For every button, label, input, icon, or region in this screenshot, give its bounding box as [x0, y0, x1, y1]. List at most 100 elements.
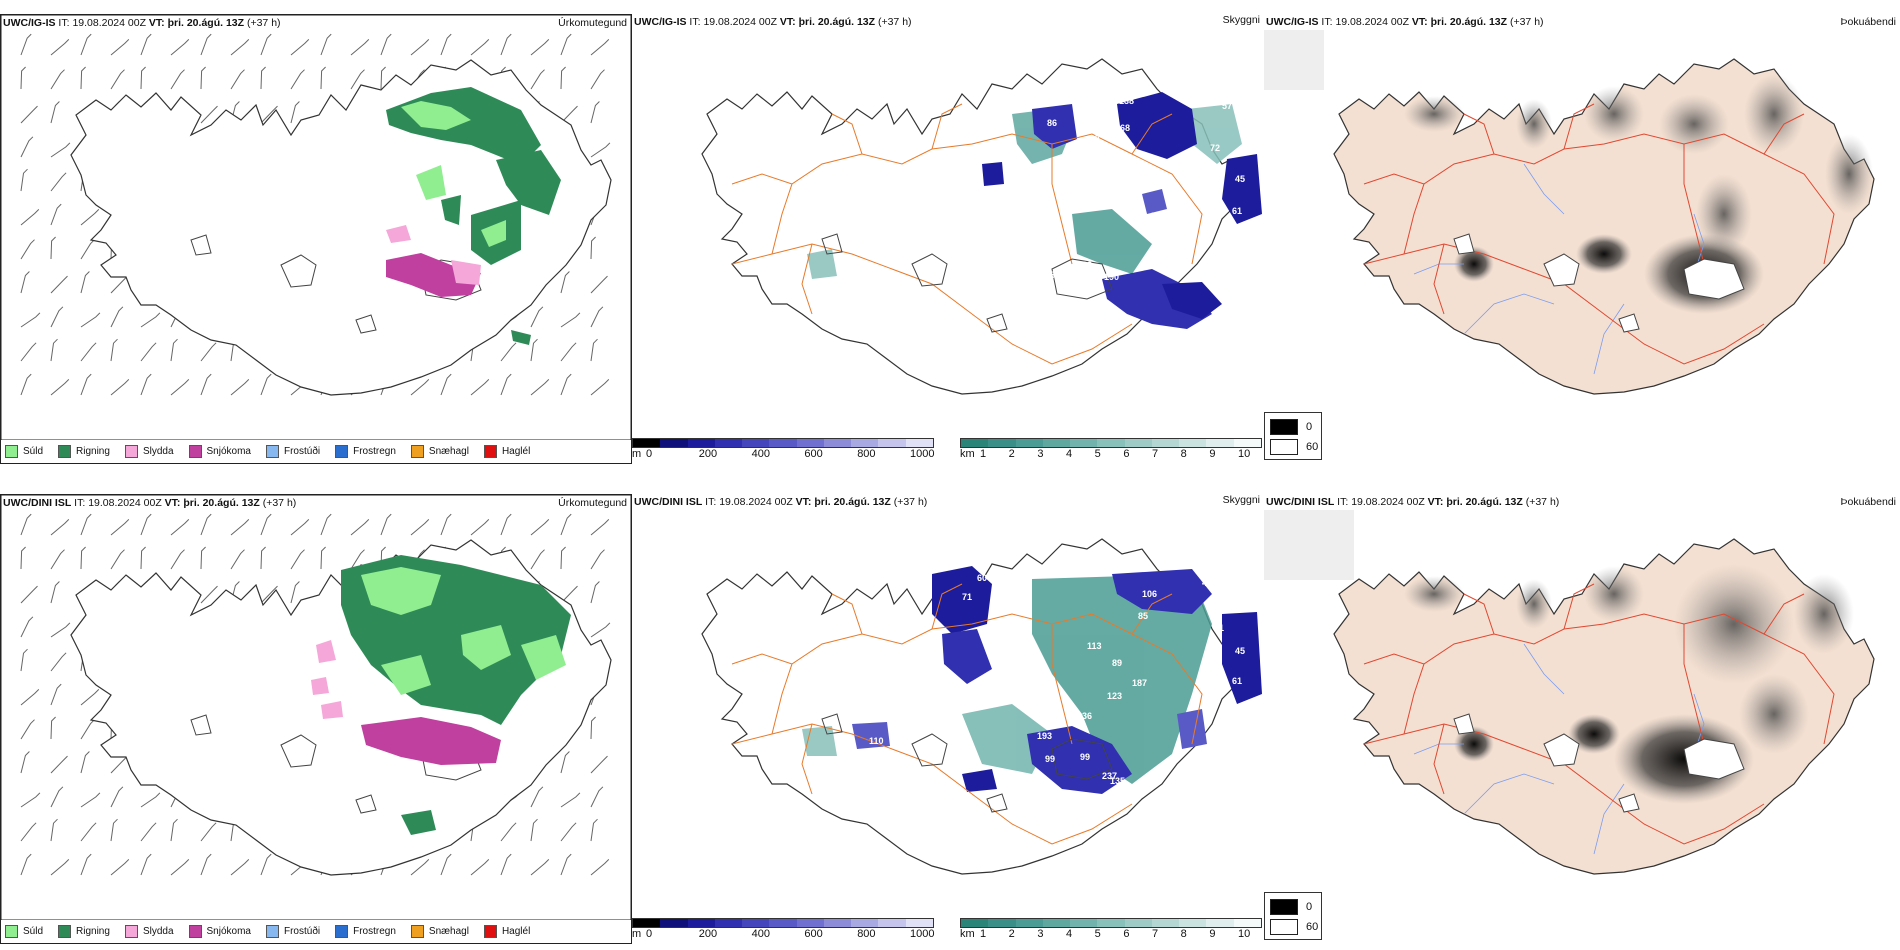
vis-value-label: 86: [1047, 118, 1057, 128]
wind-barb: [50, 338, 58, 362]
glacier-outline: [1543, 733, 1580, 767]
road-line: [731, 653, 793, 665]
wind-barb: [500, 822, 517, 842]
legend-item: Slydda: [124, 444, 174, 458]
vis-value-label: 68: [1120, 123, 1130, 133]
vis-m-colorbar-labels: m 0 200 400 600 800 1000: [632, 928, 942, 942]
vis-km-colorbar-labels: km 1 2 3 4 5 6 7 8 9 10: [960, 928, 1270, 942]
vis-km-areas: [802, 574, 1212, 784]
glacier-outline: [280, 734, 317, 768]
wind-barb: [50, 652, 67, 672]
vis-value-label: 87: [1090, 134, 1100, 144]
panel-header: UWC/IG-IS IT: 19.08.2024 00Z VT: þri. 20…: [3, 17, 281, 29]
panel-header: UWC/IG-IS IT: 19.08.2024 00Z VT: þri. 20…: [634, 16, 912, 28]
colorbar-bin: [878, 439, 906, 447]
vis-value-label: 190: [1104, 272, 1119, 282]
glacier-outline: [821, 233, 843, 255]
colorbar-tick-label: 1: [980, 928, 987, 940]
wind-barb: [80, 373, 92, 396]
legend-swatch: [265, 924, 279, 938]
colorbar-tick-label: 3: [1037, 928, 1044, 940]
wind-barb: [410, 859, 430, 876]
vis-value-label: 85: [1002, 626, 1012, 636]
wind-barb: [590, 275, 608, 294]
legend-item: Snæhagl: [410, 924, 469, 938]
road-line: [1131, 593, 1173, 635]
colorbar-tick-label: 9: [1209, 448, 1216, 460]
wind-barb: [320, 33, 332, 56]
wind-barb: [200, 105, 218, 124]
colorbar-bin: [1179, 919, 1207, 927]
wind-barb: [560, 33, 572, 56]
wind-barb: [560, 546, 566, 570]
colorbar-tick-label: 5: [1094, 448, 1101, 460]
wind-barb: [200, 585, 218, 604]
vis-value-label: 57: [1222, 101, 1232, 111]
wind-barb: [530, 519, 550, 536]
road-line: [1683, 144, 1705, 265]
road-line: [1363, 653, 1425, 665]
colorbar-tick-label: 0: [646, 448, 653, 460]
wind-barb: [230, 39, 250, 56]
wind-barb: [20, 271, 30, 294]
wind-barb: [410, 519, 430, 536]
vis-value-label: 110: [869, 736, 884, 746]
vis-value-label: 85: [1030, 98, 1040, 108]
colorbar-bin: [1042, 439, 1071, 447]
legend-item: Snjókoma: [188, 444, 251, 458]
vis-value-label: 94: [894, 732, 904, 742]
wind-barb: [20, 33, 32, 56]
colorbar-unit: m: [632, 448, 642, 460]
colorbar-tick-label: 4: [1066, 928, 1073, 940]
visibility-panel-2: UWC/DINI ISL IT: 19.08.2024 00Z VT: þri.…: [632, 494, 1264, 944]
glacier-outlines: [1453, 233, 1745, 333]
road-line: [1683, 624, 1705, 745]
wind-barb: [20, 168, 28, 192]
wind-barb: [110, 786, 124, 808]
wind-barb: [50, 549, 65, 570]
wind-barb: [380, 66, 386, 90]
wind-barb: [500, 513, 512, 536]
wind-barb: [200, 342, 217, 362]
colorbar-bin: [687, 919, 715, 927]
legend-item: Snæhagl: [410, 444, 469, 458]
road-line: [1433, 723, 1445, 795]
river-line: [1463, 773, 1555, 815]
wind-barb: [590, 581, 600, 604]
colorbar-bin: [796, 919, 824, 927]
river-line: [1523, 643, 1565, 695]
colorbar-bin: [823, 919, 852, 927]
vis-value-label: 96: [1079, 268, 1089, 278]
wind-barb: [140, 792, 161, 808]
glacier-outline: [1453, 713, 1475, 735]
wind-barb: [80, 822, 97, 842]
colorbar-bin: [851, 439, 879, 447]
wind-barb: [530, 786, 544, 808]
road-network: [731, 583, 1203, 845]
wind-barb: [200, 513, 212, 536]
vis-value-label: 45: [1235, 646, 1245, 656]
glacier-outline: [1051, 738, 1113, 780]
wind-barb: [20, 513, 32, 536]
road-line: [1051, 144, 1073, 265]
wind-barb: [230, 549, 245, 570]
legend-swatch: [410, 444, 424, 458]
wind-barb: [560, 822, 577, 842]
legend-item: Rigning: [58, 924, 110, 938]
wind-barb: [50, 818, 58, 842]
wind-barb: [410, 379, 430, 396]
colorbar-bin: [878, 919, 906, 927]
colorbar-tick-label: 5: [1094, 928, 1101, 940]
vis-value-label: 62: [1123, 171, 1133, 181]
wind-barb: [440, 513, 452, 536]
wind-barb: [320, 66, 326, 90]
wind-barb: [50, 306, 64, 328]
vis-km-colorbar: [960, 918, 1262, 928]
colorbar-tick-label: 7: [1152, 928, 1159, 940]
colorbar-bin: [660, 439, 688, 447]
wind-barb: [110, 818, 118, 842]
wind-barb: [80, 239, 95, 260]
wind-barb: [80, 271, 90, 294]
colorbar-bin: [660, 919, 688, 927]
glacier-outline: [911, 253, 948, 287]
